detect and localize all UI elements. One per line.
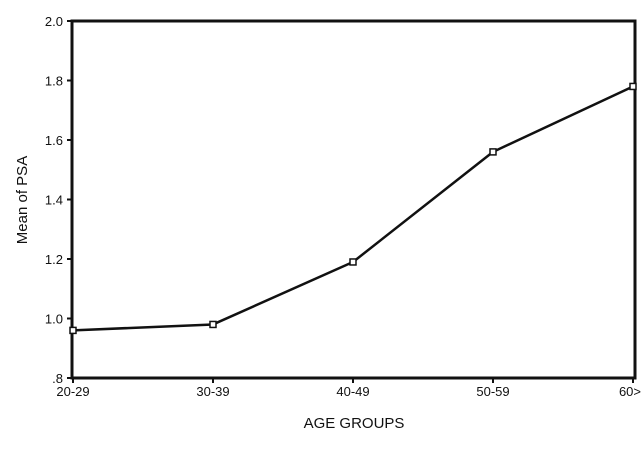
- x-tick-label: 20-29: [56, 384, 89, 399]
- data-point-marker: [349, 258, 357, 266]
- series-line: [72, 85, 634, 332]
- y-tick-label: .8: [52, 371, 63, 386]
- x-tick-label: 40-49: [336, 384, 369, 399]
- y-tick-label: 1.8: [45, 74, 63, 89]
- x-tick-label: 60>: [619, 384, 641, 399]
- data-point-marker: [629, 82, 637, 91]
- x-tick-label: 30-39: [196, 384, 229, 399]
- y-axis-title: Mean of PSA: [14, 156, 31, 244]
- data-point-marker: [209, 320, 217, 329]
- series-group: [69, 82, 637, 335]
- y-tick-label: 1.2: [45, 252, 63, 267]
- x-axis-title: AGE GROUPS: [304, 415, 405, 432]
- x-axis-ticks: 20-29 30-39 40-49 50-59 60>: [56, 378, 641, 399]
- y-tick-label: 1.0: [45, 312, 63, 327]
- data-point-marker: [489, 148, 497, 156]
- x-tick-label: 50-59: [476, 384, 509, 399]
- plot-frame: [70, 19, 637, 380]
- y-tick-label: 1.6: [45, 133, 63, 148]
- data-point-marker: [69, 326, 77, 335]
- y-tick-label: 1.4: [45, 193, 63, 208]
- y-axis-ticks: .8 1.0 1.2 1.4 1.6 1.8 2.0: [45, 14, 72, 386]
- y-tick-label: 2.0: [45, 14, 63, 29]
